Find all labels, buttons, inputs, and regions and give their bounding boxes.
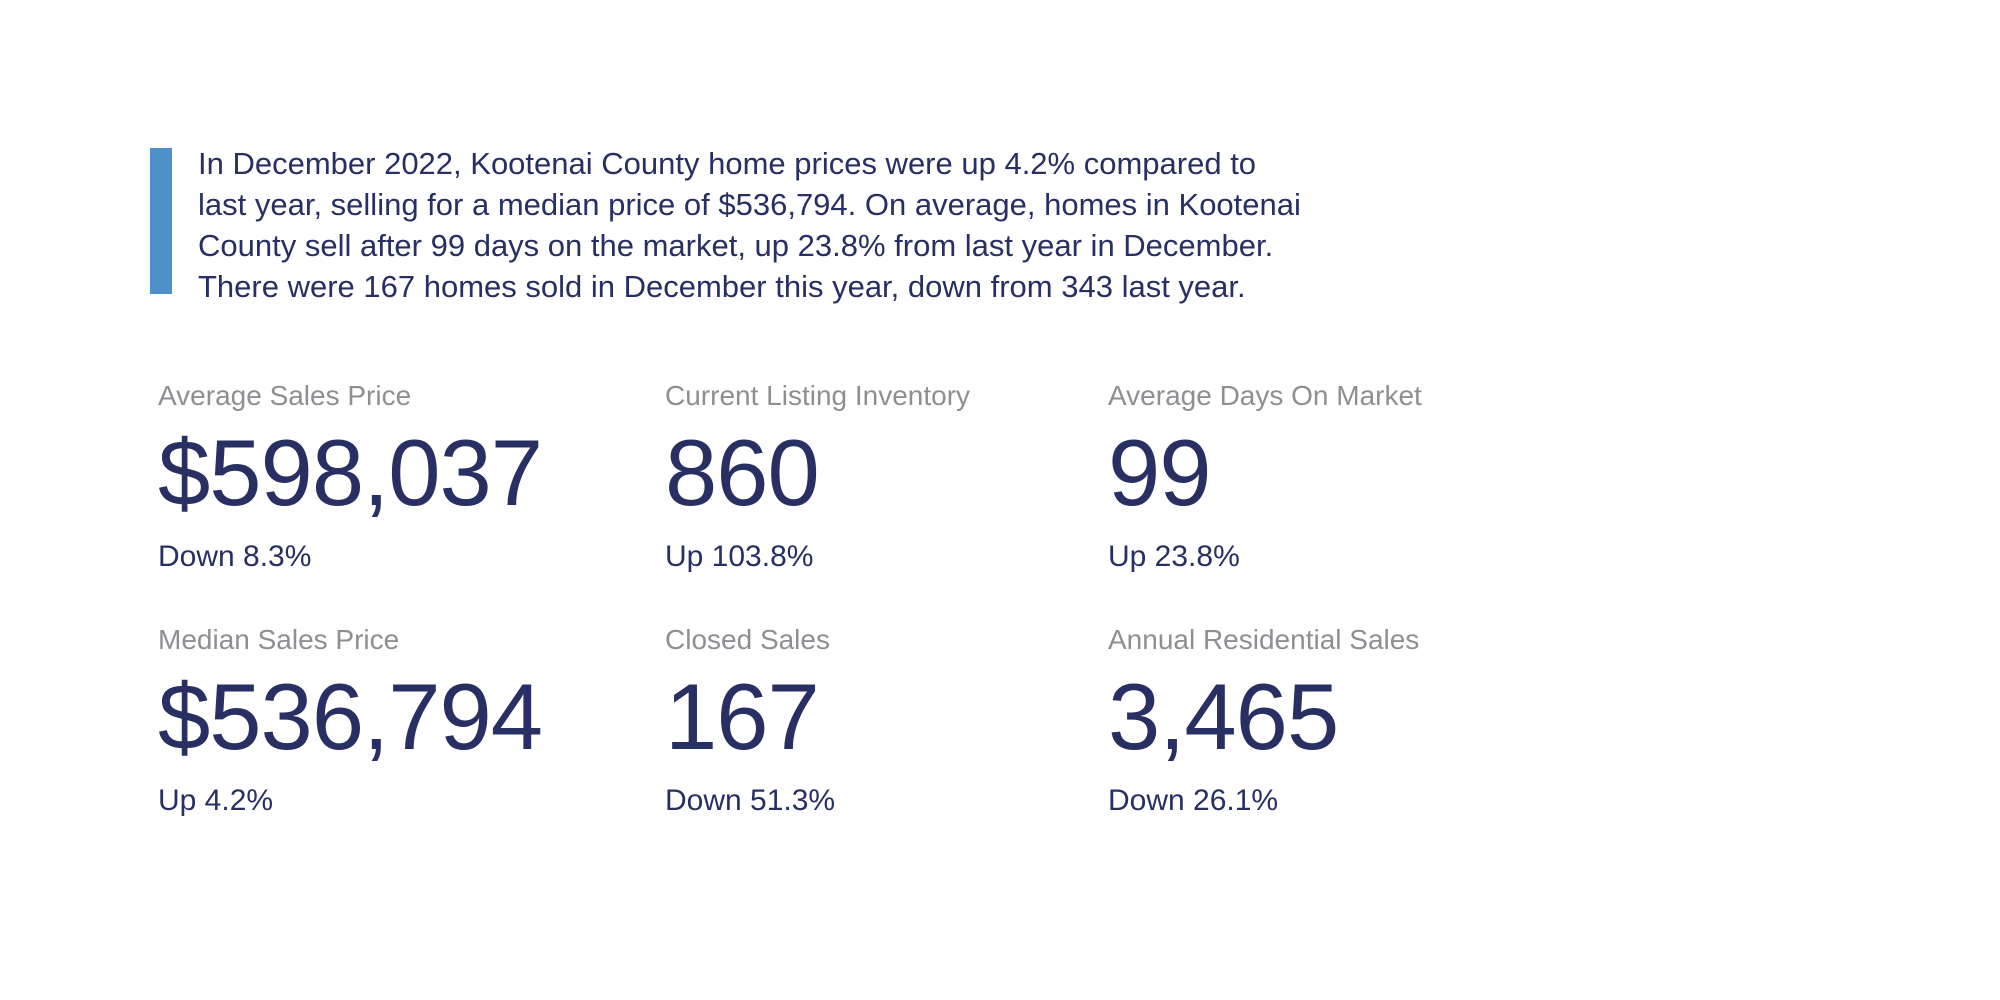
summary-text: In December 2022, Kootenai County home p… [198, 146, 1301, 304]
stat-change: Up 4.2% [158, 784, 274, 817]
stat-value: 3,465 [1108, 664, 1339, 769]
stat-card-median-sales-price: Median Sales Price $536,794 Up 4.2% [158, 623, 665, 819]
stat-card-average-days-on-market: Average Days On Market 99 Up 23.8% [1108, 379, 1668, 575]
stat-change: Up 23.8% [1108, 540, 1240, 573]
stat-value: 99 [1108, 420, 1212, 525]
stat-value: 860 [665, 420, 820, 525]
stat-card-closed-sales: Closed Sales 167 Down 51.3% [665, 623, 1108, 819]
stat-label: Median Sales Price [158, 624, 400, 655]
stat-card-annual-residential-sales: Annual Residential Sales 3,465 Down 26.1… [1108, 623, 1668, 819]
stat-label: Closed Sales [665, 624, 830, 655]
stat-card-current-listing-inventory: Current Listing Inventory 860 Up 103.8% [665, 379, 1108, 575]
stat-card-average-sales-price: Average Sales Price $598,037 Down 8.3% [158, 379, 665, 575]
stats-grid: Average Sales Price $598,037 Down 8.3% C… [158, 379, 1668, 819]
stat-change: Down 8.3% [158, 540, 312, 573]
stat-change: Down 26.1% [1108, 784, 1279, 817]
stat-change: Down 51.3% [665, 784, 836, 817]
stat-label: Average Sales Price [158, 380, 412, 411]
stat-label: Average Days On Market [1108, 380, 1422, 411]
stat-change: Up 103.8% [665, 540, 814, 573]
stat-value: $598,037 [158, 420, 543, 525]
stat-value: 167 [665, 664, 820, 769]
stat-value: $536,794 [158, 664, 543, 769]
stat-label: Current Listing Inventory [665, 380, 971, 411]
stat-label: Annual Residential Sales [1108, 624, 1420, 655]
summary-accent-bar [150, 148, 172, 294]
